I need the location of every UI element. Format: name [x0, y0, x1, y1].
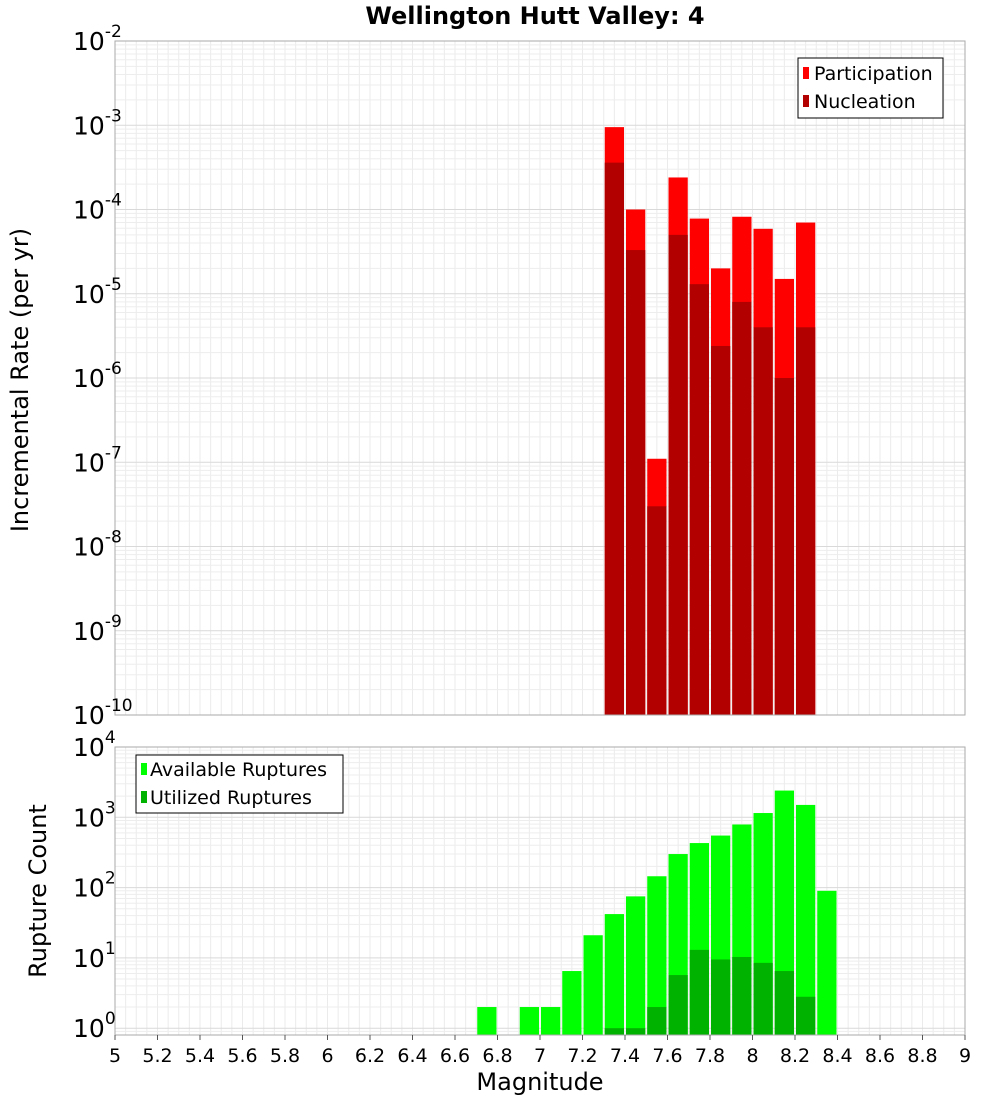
legend-label-available: Available Ruptures: [150, 759, 327, 781]
count-y-tick-label: 104: [73, 728, 116, 762]
x-tick-label: 6.6: [440, 1045, 470, 1067]
rate-bar-nucleation: [604, 162, 624, 715]
count-y-tick-label: 103: [73, 798, 116, 832]
rate-y-tick-label: 10-5: [73, 275, 122, 309]
count-legend-box: [135, 754, 344, 814]
rate-bar-nucleation: [774, 378, 794, 715]
x-tick-label: 7.4: [610, 1045, 640, 1067]
count-y-tick-label: 102: [73, 869, 116, 903]
legend-swatch-available: [141, 763, 147, 775]
rate-bar-nucleation: [626, 250, 646, 716]
rate-bar-nucleation: [689, 284, 709, 715]
rate-legend-box: [797, 57, 944, 119]
rate-y-tick-label: 10-3: [73, 106, 122, 140]
legend-swatch-nucleation: [803, 95, 809, 107]
rate-plot-frame: [114, 40, 966, 716]
rate-y-axis-label: Incremental Rate (per yr): [6, 228, 34, 532]
x-tick-label: 8.8: [907, 1045, 937, 1067]
x-tick-label: 7.8: [695, 1045, 725, 1067]
rate-plot-bars: [604, 127, 816, 716]
x-tick-label: 9: [959, 1045, 971, 1067]
rate-legend: Participation Nucleation: [797, 57, 944, 119]
rate-bar-nucleation: [647, 506, 667, 715]
count-plot: 100 101 102 103 104 5 5.2 5.4 5.6 5.8 6 6.2 6.4 6.6 6…: [24, 728, 971, 1096]
count-y-ticks: 100 101 102 103 104: [73, 728, 116, 1043]
x-tick-label: 7: [534, 1045, 546, 1067]
count-bar-available-ruptures: [477, 1007, 497, 1035]
legend-label-nucleation: Nucleation: [814, 91, 916, 113]
rate-bar-nucleation: [668, 234, 688, 716]
x-tick-label: 6.2: [355, 1045, 385, 1067]
rate-y-ticks: 10-10 10-9 10-8 10-7 10-6 10-5 10-4 10-3 10-2: [73, 22, 133, 730]
rate-bar-nucleation: [753, 327, 773, 715]
count-bar-utilized-ruptures: [732, 956, 752, 1035]
chart-title: Wellington Hutt Valley: 4: [365, 2, 704, 30]
count-bar-utilized-ruptures: [796, 996, 816, 1035]
rate-y-tick-label: 10-2: [73, 22, 122, 56]
legend-label-participation: Participation: [814, 63, 933, 85]
x-tick-label: 8: [746, 1045, 758, 1067]
count-bar-utilized-ruptures: [774, 971, 794, 1035]
count-bar-utilized-ruptures: [604, 1028, 624, 1035]
x-tick-label: 8.6: [865, 1045, 895, 1067]
legend-swatch-utilized: [141, 791, 147, 803]
rate-bar-nucleation: [796, 327, 816, 715]
rate-y-tick-label: 10-6: [73, 359, 122, 393]
rate-plot-grid: [114, 41, 966, 716]
x-tick-label: 6.4: [397, 1045, 427, 1067]
count-y-tick-label: 100: [73, 1009, 116, 1043]
count-bar-utilized-ruptures: [668, 975, 688, 1035]
count-bar-available-ruptures: [604, 914, 624, 1035]
count-bar-available-ruptures: [817, 890, 837, 1035]
count-bar-available-ruptures: [519, 1007, 539, 1035]
x-tick-label: 6: [321, 1045, 333, 1067]
x-tick-label: 5.2: [142, 1045, 172, 1067]
count-bar-available-ruptures: [583, 935, 603, 1035]
x-tick-label: 8.2: [780, 1045, 810, 1067]
x-tick-label: 5: [109, 1045, 121, 1067]
rate-y-tick-label: 10-8: [73, 528, 122, 562]
rate-bar-nucleation: [732, 301, 752, 715]
count-bar-available-ruptures: [796, 804, 816, 1035]
rate-bar-nucleation: [711, 345, 731, 715]
x-tick-label: 6.8: [482, 1045, 512, 1067]
count-plot-bars: [477, 790, 837, 1035]
count-bar-utilized-ruptures: [753, 962, 773, 1035]
rate-y-tick-label: 10-9: [73, 612, 122, 646]
x-tick-label: 5.8: [270, 1045, 300, 1067]
legend-swatch-participation: [803, 67, 809, 79]
count-bar-utilized-ruptures: [689, 949, 709, 1035]
x-tick-label: 8.4: [822, 1045, 852, 1067]
count-bar-utilized-ruptures: [647, 1007, 667, 1035]
x-ticks: 5 5.2 5.4 5.6 5.8 6 6.2 6.4 6.6 6.8 7 7.2 7.4 7.6 7.8 8…: [109, 1035, 971, 1067]
count-legend: Available Ruptures Utilized Ruptures: [135, 754, 344, 814]
rate-y-tick-label: 10-4: [73, 191, 122, 225]
rate-y-tick-label: 10-10: [73, 696, 133, 730]
count-bar-available-ruptures: [647, 876, 667, 1035]
x-tick-label: 5.4: [185, 1045, 215, 1067]
count-bar-available-ruptures: [541, 1007, 561, 1035]
rate-y-tick-label: 10-7: [73, 443, 122, 477]
count-y-tick-label: 101: [73, 939, 116, 973]
count-bar-available-ruptures: [562, 971, 582, 1035]
count-bar-utilized-ruptures: [711, 959, 731, 1035]
count-y-axis-label: Rupture Count: [24, 804, 52, 978]
count-bar-utilized-ruptures: [626, 1028, 646, 1035]
x-tick-label: 7.6: [652, 1045, 682, 1067]
x-tick-label: 7.2: [567, 1045, 597, 1067]
count-bar-available-ruptures: [626, 896, 646, 1035]
rate-plot: 10-10 10-9 10-8 10-7 10-6 10-5 10-4 10-3 10-2 In…: [6, 22, 966, 730]
legend-label-utilized: Utilized Ruptures: [150, 787, 312, 809]
x-axis-label: Magnitude: [476, 1068, 603, 1096]
x-tick-label: 5.6: [227, 1045, 257, 1067]
